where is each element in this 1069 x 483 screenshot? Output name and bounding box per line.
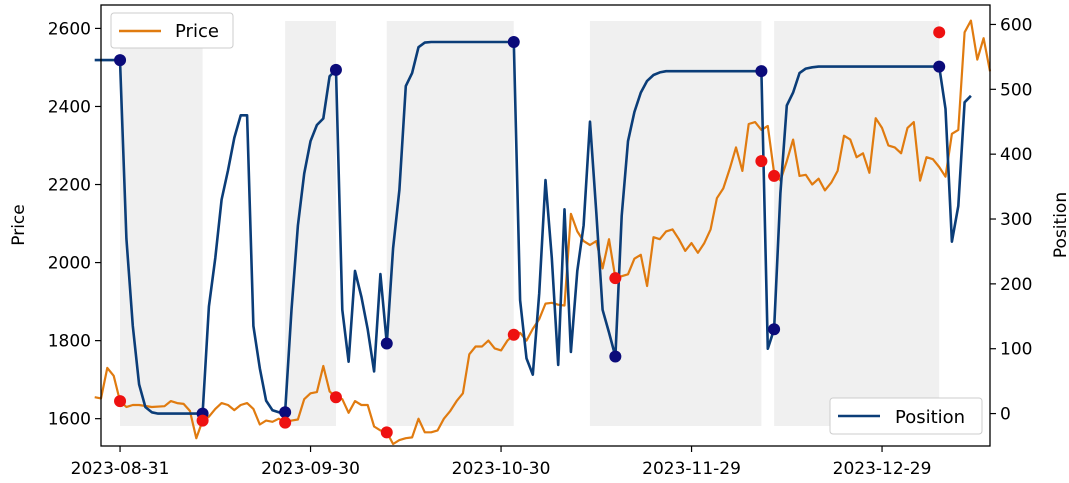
left-axis-title: Price [9, 204, 29, 245]
price-marker [609, 272, 622, 285]
left-y-tick-label: 2400 [48, 97, 91, 117]
left-y-tick-label: 1600 [48, 410, 91, 430]
position-marker [279, 406, 292, 419]
legend-box [829, 397, 983, 435]
price-marker [279, 416, 292, 429]
price-marker [329, 391, 342, 404]
right-axis-title: Position [1051, 192, 1069, 258]
position-marker [380, 337, 393, 350]
right-y-tick-label: 0 [1000, 405, 1011, 425]
legend-position-label: Position [895, 407, 965, 428]
price-marker [196, 414, 209, 427]
left-y-tick-label: 2600 [48, 19, 91, 39]
price-marker [768, 169, 781, 182]
shaded-period [589, 21, 762, 426]
shaded-period [386, 21, 514, 426]
series-line-position [94, 40, 972, 415]
x-tick-label: 2023-11-29 [642, 459, 741, 479]
position-marker [768, 323, 781, 336]
price-marker [755, 155, 768, 168]
right-y-tick-label: 600 [1000, 15, 1032, 35]
position-marker [933, 60, 946, 73]
position-marker [507, 35, 520, 48]
x-tick-label: 2023-08-31 [71, 459, 170, 479]
legend-position: Position [829, 397, 983, 435]
right-y-tick-label: 100 [1000, 340, 1032, 360]
price-marker [507, 328, 520, 341]
right-y-axis: 0 100 200 300 400 500 600 [990, 15, 1032, 425]
x-tick-label: 2023-09-30 [261, 459, 360, 479]
series-lines [94, 19, 992, 446]
right-y-tick-label: 200 [1000, 275, 1032, 295]
right-y-tick-label: 400 [1000, 145, 1032, 165]
price-marker [114, 395, 127, 408]
trade-markers [114, 26, 946, 439]
x-tick-label: 2023-12-29 [833, 459, 932, 479]
x-tick-label: 2023-10-30 [452, 459, 551, 479]
right-y-tick-label: 500 [1000, 80, 1032, 100]
legend-price-label: Price [175, 21, 219, 42]
left-y-axis: 1600 1800 2000 2200 2400 2600 [48, 19, 101, 430]
shaded-period [774, 21, 940, 426]
left-y-tick-label: 1800 [48, 332, 91, 352]
left-y-tick-label: 2200 [48, 176, 91, 196]
price-marker [933, 26, 946, 39]
price-marker [380, 426, 393, 439]
legend-box [110, 12, 234, 49]
series-line-price [94, 19, 992, 446]
left-y-tick-label: 2000 [48, 254, 91, 274]
shaded-period [120, 21, 203, 426]
position-marker [609, 350, 622, 363]
position-marker [755, 65, 768, 78]
plot-frame [100, 4, 991, 447]
position-marker [329, 63, 342, 76]
right-y-tick-label: 300 [1000, 210, 1032, 230]
position-marker [114, 54, 127, 67]
x-axis: 2023-08-31 2023-09-30 2023-10-30 2023-11-29… [71, 446, 932, 479]
legend-price: Price [110, 12, 234, 49]
